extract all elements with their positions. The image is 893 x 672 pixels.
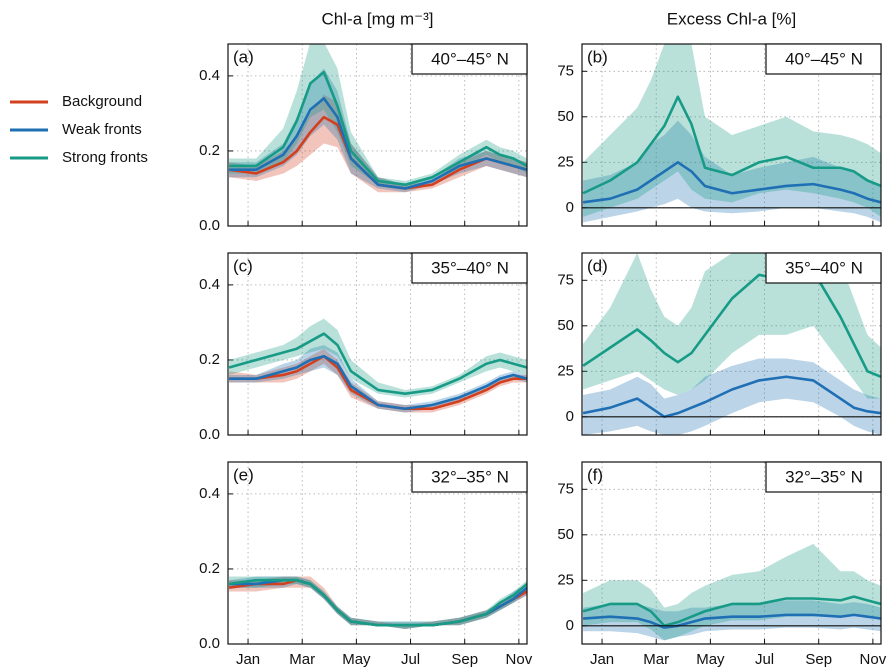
series-line bbox=[228, 578, 527, 627]
region-label: 35°–40° N bbox=[785, 258, 863, 277]
y-tick-label: 50 bbox=[557, 317, 574, 334]
legend-label: Background bbox=[62, 93, 142, 110]
band bbox=[583, 543, 881, 641]
plot-area bbox=[582, 543, 881, 641]
series-line bbox=[228, 332, 527, 396]
y-tick-label: 25 bbox=[557, 571, 574, 588]
plot-area bbox=[582, 253, 881, 435]
region-label: 32°–35° N bbox=[785, 467, 863, 486]
series-line bbox=[582, 269, 881, 378]
plot-area bbox=[582, 44, 881, 223]
x-tick-label: Mar bbox=[643, 651, 669, 668]
band bbox=[583, 44, 881, 217]
region-label: 40°–45° N bbox=[431, 49, 509, 68]
series-line bbox=[582, 95, 881, 195]
band bbox=[229, 576, 527, 629]
series-line bbox=[229, 354, 527, 411]
band bbox=[583, 358, 881, 435]
y-tick-label: 0.0 bbox=[199, 635, 220, 652]
series-line bbox=[582, 161, 881, 204]
panel-label: (a) bbox=[233, 47, 254, 66]
y-tick-label: 50 bbox=[557, 108, 574, 125]
y-tick-label: 0.2 bbox=[199, 142, 220, 159]
region-box bbox=[765, 43, 882, 75]
region-label: 32°–35° N bbox=[431, 467, 509, 486]
panel-frame bbox=[581, 252, 882, 436]
y-tick-label: 25 bbox=[557, 153, 574, 170]
band bbox=[229, 344, 527, 413]
series-line bbox=[582, 375, 881, 419]
band bbox=[229, 576, 527, 629]
x-tick-label: Nov bbox=[506, 651, 533, 668]
region-label: 35°–40° N bbox=[431, 258, 509, 277]
y-tick-label: 0 bbox=[566, 617, 574, 634]
legend-label: Strong fronts bbox=[62, 149, 148, 166]
panel-frame bbox=[227, 252, 528, 436]
panel-frame bbox=[227, 461, 528, 645]
series-line bbox=[229, 97, 527, 190]
panel-frame bbox=[581, 43, 882, 227]
y-tick-label: 0.2 bbox=[199, 560, 220, 577]
band bbox=[583, 120, 881, 223]
panel-label: (e) bbox=[233, 465, 254, 484]
band bbox=[229, 318, 527, 398]
x-tick-label: Jul bbox=[401, 651, 420, 668]
y-tick-label: 50 bbox=[557, 526, 574, 543]
series-line bbox=[582, 595, 881, 628]
x-tick-label: Jan bbox=[236, 651, 260, 668]
series-line bbox=[229, 70, 527, 187]
region-box bbox=[765, 252, 882, 284]
y-tick-label: 0.0 bbox=[199, 426, 220, 443]
band bbox=[229, 44, 527, 189]
plot-area bbox=[228, 318, 527, 413]
column-title: Chl-a [mg m⁻³] bbox=[322, 9, 434, 28]
band bbox=[583, 600, 881, 641]
plot-area bbox=[228, 44, 527, 193]
y-tick-label: 75 bbox=[557, 480, 574, 497]
region-box bbox=[411, 43, 528, 75]
panel-label: (f) bbox=[587, 465, 603, 484]
region-box bbox=[411, 252, 528, 284]
plot-area bbox=[228, 576, 527, 629]
y-tick-label: 75 bbox=[557, 62, 574, 79]
y-tick-label: 25 bbox=[557, 362, 574, 379]
y-tick-label: 0.4 bbox=[199, 276, 220, 293]
panel-frame bbox=[581, 461, 882, 645]
x-tick-label: Jul bbox=[755, 651, 774, 668]
panel-frame bbox=[227, 43, 528, 227]
legend-label: Weak fronts bbox=[62, 121, 142, 138]
x-tick-label: May bbox=[342, 651, 371, 668]
y-tick-label: 0 bbox=[566, 199, 574, 216]
y-tick-label: 0.4 bbox=[199, 485, 220, 502]
y-tick-label: 0.0 bbox=[199, 217, 220, 234]
x-tick-label: Sep bbox=[451, 651, 478, 668]
band bbox=[229, 94, 527, 193]
y-tick-label: 75 bbox=[557, 271, 574, 288]
x-tick-label: Jan bbox=[590, 651, 614, 668]
y-tick-label: 0.4 bbox=[199, 67, 220, 84]
series-line bbox=[582, 613, 881, 629]
band bbox=[583, 253, 881, 399]
x-tick-label: Nov bbox=[860, 651, 887, 668]
series-line bbox=[229, 354, 527, 411]
x-tick-label: Sep bbox=[805, 651, 832, 668]
region-box bbox=[765, 461, 882, 493]
panel-label: (b) bbox=[587, 47, 608, 66]
region-label: 40°–45° N bbox=[785, 49, 863, 68]
y-tick-label: 0 bbox=[566, 408, 574, 425]
band bbox=[229, 576, 527, 629]
column-title: Excess Chl-a [%] bbox=[667, 9, 796, 28]
x-tick-label: May bbox=[696, 651, 725, 668]
x-tick-label: Mar bbox=[289, 651, 315, 668]
panel-label: (c) bbox=[233, 256, 253, 275]
region-box bbox=[411, 461, 528, 493]
panel-label: (d) bbox=[587, 256, 608, 275]
y-tick-label: 0.2 bbox=[199, 351, 220, 368]
